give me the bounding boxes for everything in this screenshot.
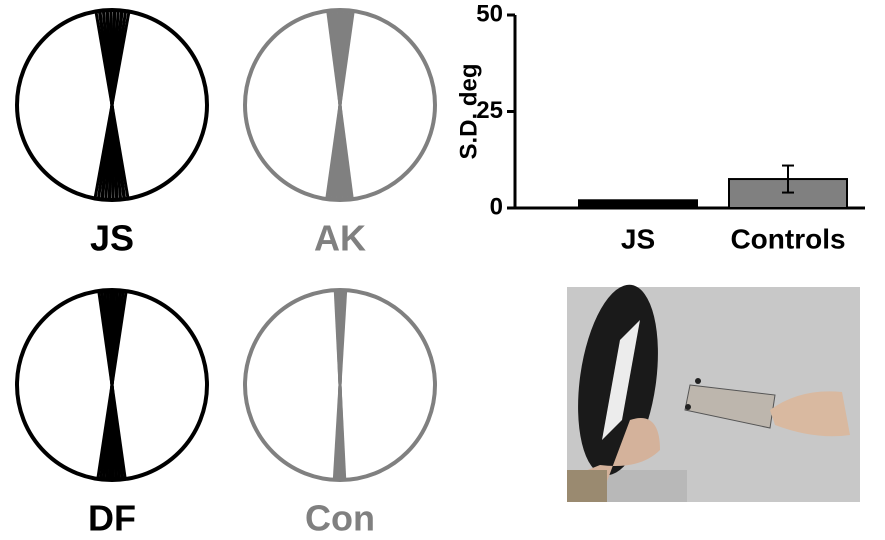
panel-label: AK: [314, 218, 366, 259]
y-axis-label: S.D. deg: [455, 63, 482, 159]
x-tick-label: Controls: [730, 223, 845, 254]
figure: JSAKDFCon02550S.D. degJSControls: [0, 0, 885, 535]
x-tick-label: JS: [621, 223, 655, 254]
panel-label: JS: [90, 218, 134, 259]
panel-label: Con: [305, 498, 375, 535]
photo: [567, 280, 860, 502]
bar: [579, 200, 697, 208]
y-tick-label: 50: [476, 0, 503, 27]
panel-label: DF: [88, 498, 136, 535]
y-tick-label: 0: [490, 193, 503, 220]
